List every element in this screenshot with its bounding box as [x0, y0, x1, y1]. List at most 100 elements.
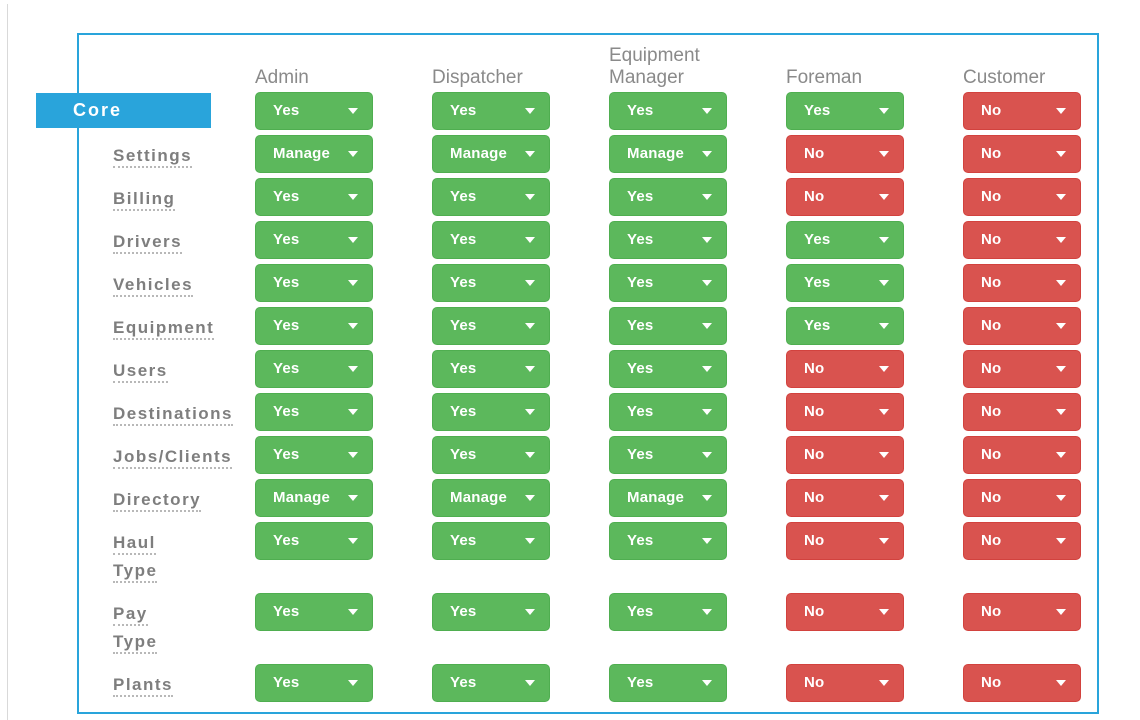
- dropdown-value: Yes: [450, 188, 477, 205]
- permission-dropdown[interactable]: Yes: [609, 307, 727, 345]
- permission-dropdown[interactable]: Yes: [432, 393, 550, 431]
- permission-cell: Yes: [432, 350, 609, 388]
- permission-dropdown[interactable]: Manage: [255, 135, 373, 173]
- permission-dropdown[interactable]: Yes: [432, 522, 550, 560]
- permission-dropdown[interactable]: No: [963, 664, 1081, 702]
- permission-dropdown[interactable]: Yes: [255, 593, 373, 631]
- permission-dropdown[interactable]: Yes: [786, 221, 904, 259]
- permission-cell: Yes: [609, 221, 786, 259]
- caret-down-icon: [879, 538, 889, 544]
- permission-dropdown[interactable]: Manage: [609, 135, 727, 173]
- permission-cell: Yes: [255, 307, 432, 345]
- permission-dropdown[interactable]: Yes: [432, 664, 550, 702]
- permission-cell: Yes: [609, 350, 786, 388]
- permission-dropdown[interactable]: Yes: [255, 307, 373, 345]
- permission-dropdown[interactable]: Yes: [255, 436, 373, 474]
- row-label: Drivers: [113, 232, 183, 254]
- permission-dropdown[interactable]: Yes: [609, 350, 727, 388]
- dropdown-value: Yes: [450, 603, 477, 620]
- permission-dropdown[interactable]: Yes: [432, 264, 550, 302]
- permission-dropdown[interactable]: No: [963, 178, 1081, 216]
- permission-dropdown[interactable]: Yes: [255, 393, 373, 431]
- permission-dropdown[interactable]: Yes: [255, 92, 373, 130]
- permission-dropdown[interactable]: No: [786, 664, 904, 702]
- permission-dropdown[interactable]: No: [786, 522, 904, 560]
- permission-dropdown[interactable]: Yes: [609, 221, 727, 259]
- permission-dropdown[interactable]: No: [963, 522, 1081, 560]
- caret-down-icon: [1056, 452, 1066, 458]
- permission-dropdown[interactable]: Yes: [255, 221, 373, 259]
- section-tab-core[interactable]: Core: [36, 93, 211, 128]
- caret-down-icon: [525, 194, 535, 200]
- caret-down-icon: [348, 495, 358, 501]
- permission-dropdown[interactable]: Yes: [432, 593, 550, 631]
- permission-cell: Yes: [255, 92, 432, 130]
- permission-dropdown[interactable]: Yes: [609, 664, 727, 702]
- permission-cell: No: [963, 522, 1093, 584]
- permission-dropdown[interactable]: No: [786, 135, 904, 173]
- caret-down-icon: [348, 194, 358, 200]
- caret-down-icon: [879, 495, 889, 501]
- permission-dropdown[interactable]: Yes: [432, 307, 550, 345]
- permission-dropdown[interactable]: Yes: [432, 221, 550, 259]
- permission-dropdown[interactable]: Yes: [255, 664, 373, 702]
- permission-dropdown[interactable]: Yes: [609, 92, 727, 130]
- permission-dropdown[interactable]: Yes: [432, 350, 550, 388]
- permission-dropdown[interactable]: No: [963, 307, 1081, 345]
- permission-cell: Yes: [609, 307, 786, 345]
- permission-dropdown[interactable]: Yes: [609, 264, 727, 302]
- permission-dropdown[interactable]: No: [786, 393, 904, 431]
- permission-dropdown[interactable]: No: [786, 436, 904, 474]
- permission-cell: No: [963, 436, 1093, 474]
- permission-dropdown[interactable]: No: [963, 221, 1081, 259]
- permission-dropdown[interactable]: No: [786, 593, 904, 631]
- permission-dropdown[interactable]: Yes: [609, 178, 727, 216]
- permission-dropdown[interactable]: Yes: [255, 178, 373, 216]
- permission-dropdown[interactable]: Manage: [255, 479, 373, 517]
- dropdown-value: No: [981, 317, 1002, 334]
- permission-dropdown[interactable]: Yes: [432, 92, 550, 130]
- permission-dropdown[interactable]: Yes: [609, 522, 727, 560]
- permission-dropdown[interactable]: No: [963, 393, 1081, 431]
- permission-dropdown[interactable]: Yes: [255, 264, 373, 302]
- dropdown-value: Yes: [273, 231, 300, 248]
- permission-cell: Manage: [609, 479, 786, 517]
- permission-dropdown[interactable]: Yes: [432, 436, 550, 474]
- table-row: Drivers Yes Yes Yes Yes No: [79, 221, 1093, 259]
- permission-dropdown[interactable]: Yes: [609, 436, 727, 474]
- permission-dropdown[interactable]: Manage: [432, 135, 550, 173]
- permission-dropdown[interactable]: Yes: [786, 264, 904, 302]
- permission-dropdown[interactable]: Yes: [432, 178, 550, 216]
- caret-down-icon: [525, 538, 535, 544]
- permission-dropdown[interactable]: No: [963, 92, 1081, 130]
- row-label-box: Billing: [79, 178, 255, 213]
- caret-down-icon: [348, 609, 358, 615]
- dropdown-value: Yes: [450, 231, 477, 248]
- permission-dropdown[interactable]: No: [963, 479, 1081, 517]
- permission-dropdown[interactable]: No: [963, 350, 1081, 388]
- permission-dropdown[interactable]: No: [786, 350, 904, 388]
- permission-dropdown[interactable]: No: [963, 593, 1081, 631]
- permission-dropdown[interactable]: Yes: [255, 350, 373, 388]
- caret-down-icon: [702, 151, 712, 157]
- permission-dropdown[interactable]: No: [786, 178, 904, 216]
- permission-dropdown[interactable]: No: [786, 479, 904, 517]
- permission-dropdown[interactable]: No: [963, 135, 1081, 173]
- permission-dropdown[interactable]: Yes: [786, 307, 904, 345]
- row-label-cell: Jobs/Clients: [79, 436, 255, 474]
- permission-cell: Yes: [255, 350, 432, 388]
- permission-dropdown[interactable]: Yes: [786, 92, 904, 130]
- permission-dropdown[interactable]: Manage: [609, 479, 727, 517]
- table-row: Yes Yes Yes Yes No: [79, 92, 1093, 130]
- dropdown-value: Manage: [450, 145, 508, 162]
- caret-down-icon: [525, 280, 535, 286]
- permission-dropdown[interactable]: Manage: [432, 479, 550, 517]
- permission-dropdown[interactable]: No: [963, 264, 1081, 302]
- permission-dropdown[interactable]: Yes: [609, 593, 727, 631]
- permissions-panel: [77, 33, 1099, 714]
- permission-dropdown[interactable]: Yes: [609, 393, 727, 431]
- permission-dropdown[interactable]: Yes: [255, 522, 373, 560]
- permissions-matrix: Admin Dispatcher Equipment Manager Foreman C…: [79, 37, 1093, 707]
- permission-dropdown[interactable]: No: [963, 436, 1081, 474]
- permission-cell: No: [963, 350, 1093, 388]
